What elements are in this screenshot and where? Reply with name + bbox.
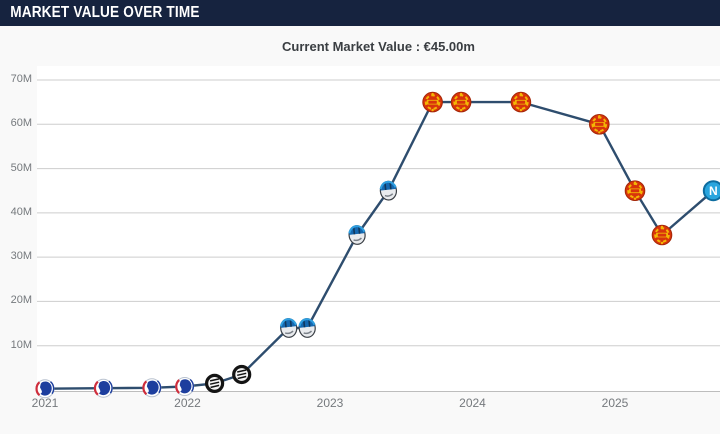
y-axis-label: 70M <box>10 73 32 85</box>
copenhagen-crest-marker[interactable] <box>142 378 162 398</box>
chart-canvas: N <box>35 79 720 399</box>
page-title: MARKET VALUE OVER TIME <box>10 4 200 21</box>
atalanta-crest-marker[interactable] <box>379 180 398 201</box>
copenhagen-crest-marker[interactable] <box>93 378 113 398</box>
header-bar: MARKET VALUE OVER TIME <box>0 0 720 26</box>
market-value-chart: N <box>35 66 720 399</box>
y-axis-label: 20M <box>10 294 32 307</box>
y-axis-label: 30M <box>10 250 32 263</box>
y-axis-label: 10M <box>10 338 32 351</box>
x-axis-label: 2021 <box>31 396 59 410</box>
man-united-crest-marker[interactable] <box>510 91 532 113</box>
copenhagen-crest-marker[interactable] <box>35 379 55 399</box>
svg-text:N: N <box>709 184 718 198</box>
atalanta-crest-marker[interactable] <box>279 318 298 338</box>
current-value-label: Current Market Value : €45.00m <box>282 39 475 54</box>
sturm-graz-crest-marker[interactable] <box>205 373 225 393</box>
atalanta-crest-marker[interactable] <box>348 225 366 245</box>
napoli-crest-marker[interactable]: N <box>702 180 720 202</box>
man-united-crest-marker[interactable] <box>422 91 443 113</box>
y-axis-label: 40M <box>10 205 32 218</box>
man-united-crest-marker[interactable] <box>450 91 472 113</box>
x-axis-label: 2024 <box>459 396 486 410</box>
y-axis-label: 50M <box>10 161 32 174</box>
x-axis-label: 2025 <box>601 396 629 410</box>
x-axis-label: 2023 <box>316 396 344 410</box>
man-united-crest-marker[interactable] <box>588 113 610 135</box>
copenhagen-crest-marker[interactable] <box>175 377 195 396</box>
y-axis-label: 60M <box>10 117 32 130</box>
man-united-crest-marker[interactable] <box>651 224 673 246</box>
x-axis-label: 2022 <box>174 396 201 410</box>
sturm-graz-crest-marker[interactable] <box>232 364 252 385</box>
man-united-crest-marker[interactable] <box>624 180 646 201</box>
atalanta-crest-marker[interactable] <box>298 318 316 338</box>
